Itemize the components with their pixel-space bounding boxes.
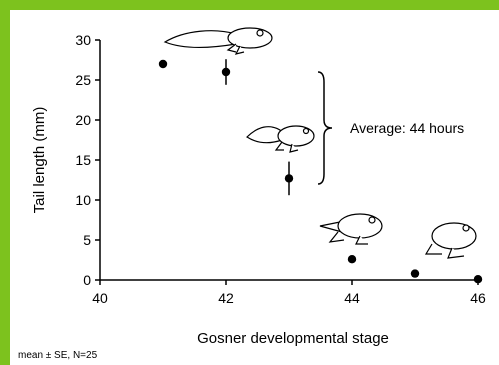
tadpole-with-four-legs-icon	[246, 125, 315, 153]
x-axis-title: Gosner developmental stage	[197, 330, 389, 347]
annotation-brace	[317, 71, 333, 185]
data-point	[410, 269, 420, 278]
y-tick-label: 15	[75, 152, 91, 168]
y-tick-label: 30	[75, 32, 91, 48]
y-axis-title: Tail length (mm)	[31, 107, 48, 214]
x-tick-label: 44	[344, 290, 360, 306]
footnote: mean ± SE, N=25	[18, 350, 98, 361]
tadpole-with-hindlegs-icon	[163, 27, 273, 55]
data-points	[158, 59, 483, 284]
annotation-text: Average: 44 hours	[350, 120, 464, 136]
x-tick-label: 46	[470, 290, 486, 306]
axes	[99, 40, 478, 281]
data-point	[473, 275, 483, 284]
y-tick-label: 5	[83, 232, 91, 248]
data-point	[284, 174, 294, 183]
x-ticks: 40 42 44 46	[92, 280, 486, 306]
froglet-icon	[424, 222, 477, 259]
chart-panel	[10, 10, 499, 365]
y-tick-label: 25	[75, 72, 91, 88]
data-point	[347, 255, 357, 264]
data-point	[221, 67, 231, 77]
y-tick-label: 10	[75, 192, 91, 208]
y-tick-label: 0	[83, 272, 91, 288]
x-tick-label: 40	[92, 290, 108, 306]
x-tick-label: 42	[218, 290, 234, 306]
data-point	[158, 59, 168, 69]
y-tick-label: 20	[75, 112, 91, 128]
y-ticks: 0 5 10 15 20 25 30	[75, 32, 100, 288]
froglet-short-tail-icon	[319, 213, 383, 245]
